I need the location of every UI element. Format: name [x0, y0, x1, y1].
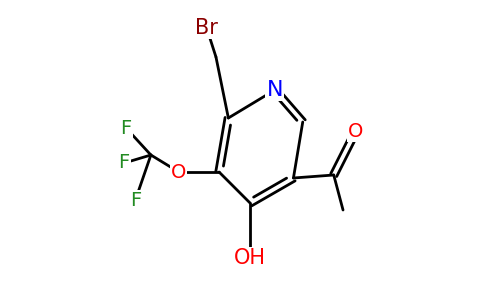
- Text: F: F: [130, 190, 141, 209]
- Text: O: O: [171, 163, 186, 182]
- Text: OH: OH: [234, 248, 266, 268]
- Text: O: O: [348, 122, 363, 142]
- Text: F: F: [121, 118, 132, 137]
- Text: Br: Br: [195, 18, 218, 38]
- Text: N: N: [267, 80, 283, 100]
- Text: F: F: [119, 154, 130, 172]
